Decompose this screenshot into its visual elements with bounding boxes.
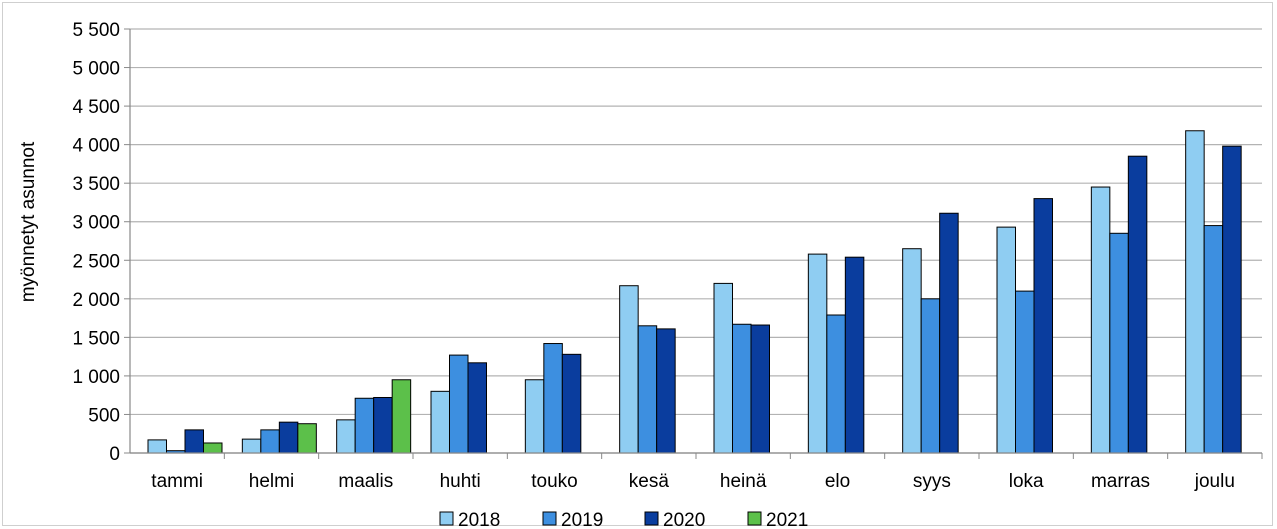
x-tick-label: joulu xyxy=(1194,471,1235,492)
y-tick-label: 4 000 xyxy=(72,136,120,157)
x-tick-label: elo xyxy=(825,471,850,492)
legend-label-2021: 2021 xyxy=(766,510,808,529)
bar-2018-helmi xyxy=(241,438,262,454)
x-axis-ticks: tammi helmi maalis huhti touko kesä heinä elo sy… xyxy=(151,471,1235,492)
x-tick-label: huhti xyxy=(440,471,481,492)
bar-2019-joulu xyxy=(1203,225,1224,454)
x-tick-label: syys xyxy=(913,471,951,492)
legend-label-2020: 2020 xyxy=(663,510,705,529)
y-tick-label: 5 000 xyxy=(72,59,120,80)
legend-swatch-2018 xyxy=(439,511,454,526)
bar-2020-syys xyxy=(939,212,959,454)
bar-2020-maalis xyxy=(373,396,393,454)
y-axis-ticks: 0 500 1 000 1 500 2 000 2 500 3 000 3 500 4 000 4… xyxy=(72,20,120,465)
bar-2020-huhti xyxy=(467,362,487,454)
x-tick-label: tammi xyxy=(151,471,203,492)
bar-2020-heinä xyxy=(750,324,770,454)
legend-swatch-2019 xyxy=(542,511,557,526)
x-tick-label: maalis xyxy=(338,471,393,492)
bar-2019-elo xyxy=(826,314,846,454)
legend-label-2019: 2019 xyxy=(561,510,603,529)
y-tick-label: 5 500 xyxy=(72,20,120,41)
bar-2019-syys xyxy=(920,298,941,454)
y-tick-label: 3 000 xyxy=(72,213,120,234)
bar-2018-loka xyxy=(996,226,1016,454)
bar-2020-helmi xyxy=(278,421,299,454)
bar-2018-syys xyxy=(902,248,922,454)
bar-2018-kesä xyxy=(619,285,639,454)
bar-2018-heinä xyxy=(713,282,733,454)
bar-2018-joulu xyxy=(1185,130,1205,454)
x-tick-label: loka xyxy=(1009,471,1044,492)
bar-2019-touko xyxy=(543,343,563,454)
legend: 2018 2019 2020 2021 xyxy=(439,510,808,529)
x-tick-label: heinä xyxy=(720,471,767,492)
bar-2020-loka xyxy=(1033,198,1053,454)
bar-2019-loka xyxy=(1015,290,1035,454)
y-axis-label: myönnetyt asunnot xyxy=(18,141,39,302)
bar-2019-helmi xyxy=(260,429,280,454)
legend-label-2018: 2018 xyxy=(458,510,500,529)
y-tick-label: 1 000 xyxy=(72,367,120,388)
y-tick-label: 2 000 xyxy=(72,290,120,311)
y-tick-label: 3 500 xyxy=(72,174,120,195)
bar-2018-touko xyxy=(524,379,545,454)
bar-2018-tammi xyxy=(147,439,167,454)
x-tick-label: touko xyxy=(531,471,577,492)
axes xyxy=(129,29,1263,459)
bar-2019-heinä xyxy=(732,323,752,454)
bar-2021-helmi xyxy=(297,423,317,454)
y-tick-label: 1 500 xyxy=(72,328,120,349)
bar-2018-maalis xyxy=(336,419,356,454)
bar-2020-touko xyxy=(561,353,582,454)
bar-2021-maalis xyxy=(391,379,412,454)
x-tick-label: marras xyxy=(1091,471,1150,492)
y-tick-label: 4 500 xyxy=(72,97,120,118)
bar-2019-maalis xyxy=(354,397,375,454)
bar-2021-tammi xyxy=(203,442,223,454)
legend-swatch-2021 xyxy=(747,511,762,526)
bar-2019-kesä xyxy=(637,325,658,454)
y-tick-label: 500 xyxy=(88,405,120,426)
bar-2020-tammi xyxy=(184,429,204,454)
bar-2019-marras xyxy=(1109,232,1129,454)
legend-swatch-2020 xyxy=(644,511,659,526)
x-tick-label: kesä xyxy=(629,471,670,492)
bar-2020-marras xyxy=(1127,155,1148,454)
bar-2020-kesä xyxy=(656,328,676,454)
bar-2020-joulu xyxy=(1222,145,1242,454)
x-tick-label: helmi xyxy=(249,471,294,492)
y-tick-label: 0 xyxy=(109,444,120,465)
bar-2018-elo xyxy=(807,253,828,454)
y-tick-label: 2 500 xyxy=(72,251,120,272)
bar-2020-elo xyxy=(844,256,865,454)
bar-2018-huhti xyxy=(430,390,450,454)
bars xyxy=(147,130,1242,454)
bar-2018-marras xyxy=(1090,186,1111,454)
bar-2019-huhti xyxy=(449,354,469,454)
